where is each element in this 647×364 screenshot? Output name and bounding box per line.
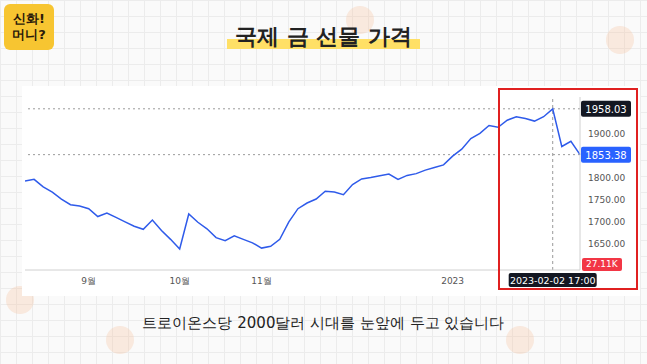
svg-text:1853.38: 1853.38 (585, 150, 626, 161)
html-text:머니?: 머니? (12, 27, 46, 42)
svg-text:2023: 2023 (441, 276, 464, 286)
html-text:트로이온스당 2000달러 시대를 눈앞에 두고 있습니다: 트로이온스당 2000달러 시대를 눈앞에 두고 있습니다 (142, 314, 505, 332)
html-text:국제 금 선물 가격: 국제 금 선물 가격 (235, 24, 412, 49)
svg-text:10월: 10월 (169, 276, 189, 286)
svg-text:2023-02-02 17:00: 2023-02-02 17:00 (510, 275, 596, 286)
html-text:신화!: 신화! (13, 11, 45, 26)
svg-text:1650.00: 1650.00 (588, 239, 625, 249)
svg-text:1750.00: 1750.00 (588, 195, 625, 205)
svg-text:1700.00: 1700.00 (588, 217, 625, 227)
svg-text:11월: 11월 (251, 276, 271, 286)
html-text:27.11K: 27.11K (586, 259, 618, 269)
svg-text:9월: 9월 (81, 276, 96, 286)
svg-text:1800.00: 1800.00 (588, 173, 625, 183)
svg-text:1900.00: 1900.00 (588, 129, 625, 139)
svg-text:1958.03: 1958.03 (585, 104, 626, 115)
